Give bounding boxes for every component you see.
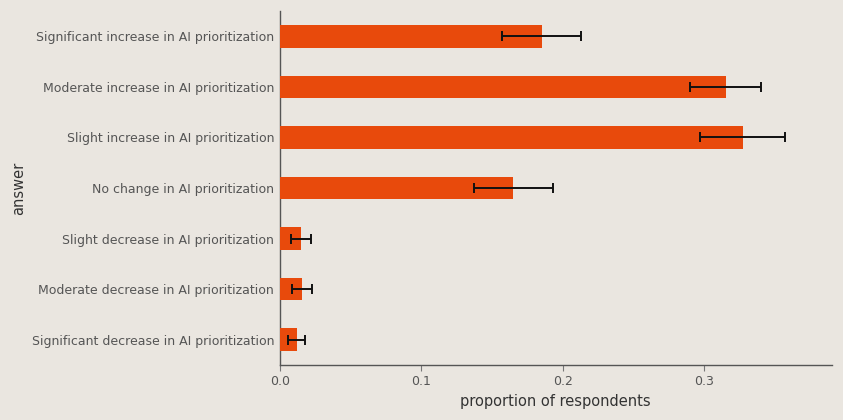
Bar	[280, 227, 301, 250]
Y-axis label: answer: answer	[11, 161, 26, 215]
Bar	[280, 76, 726, 98]
Bar	[280, 25, 542, 48]
X-axis label: proportion of respondents: proportion of respondents	[460, 394, 651, 409]
Bar	[280, 278, 303, 300]
Bar	[280, 177, 513, 200]
Bar	[280, 328, 297, 351]
Bar	[280, 126, 743, 149]
